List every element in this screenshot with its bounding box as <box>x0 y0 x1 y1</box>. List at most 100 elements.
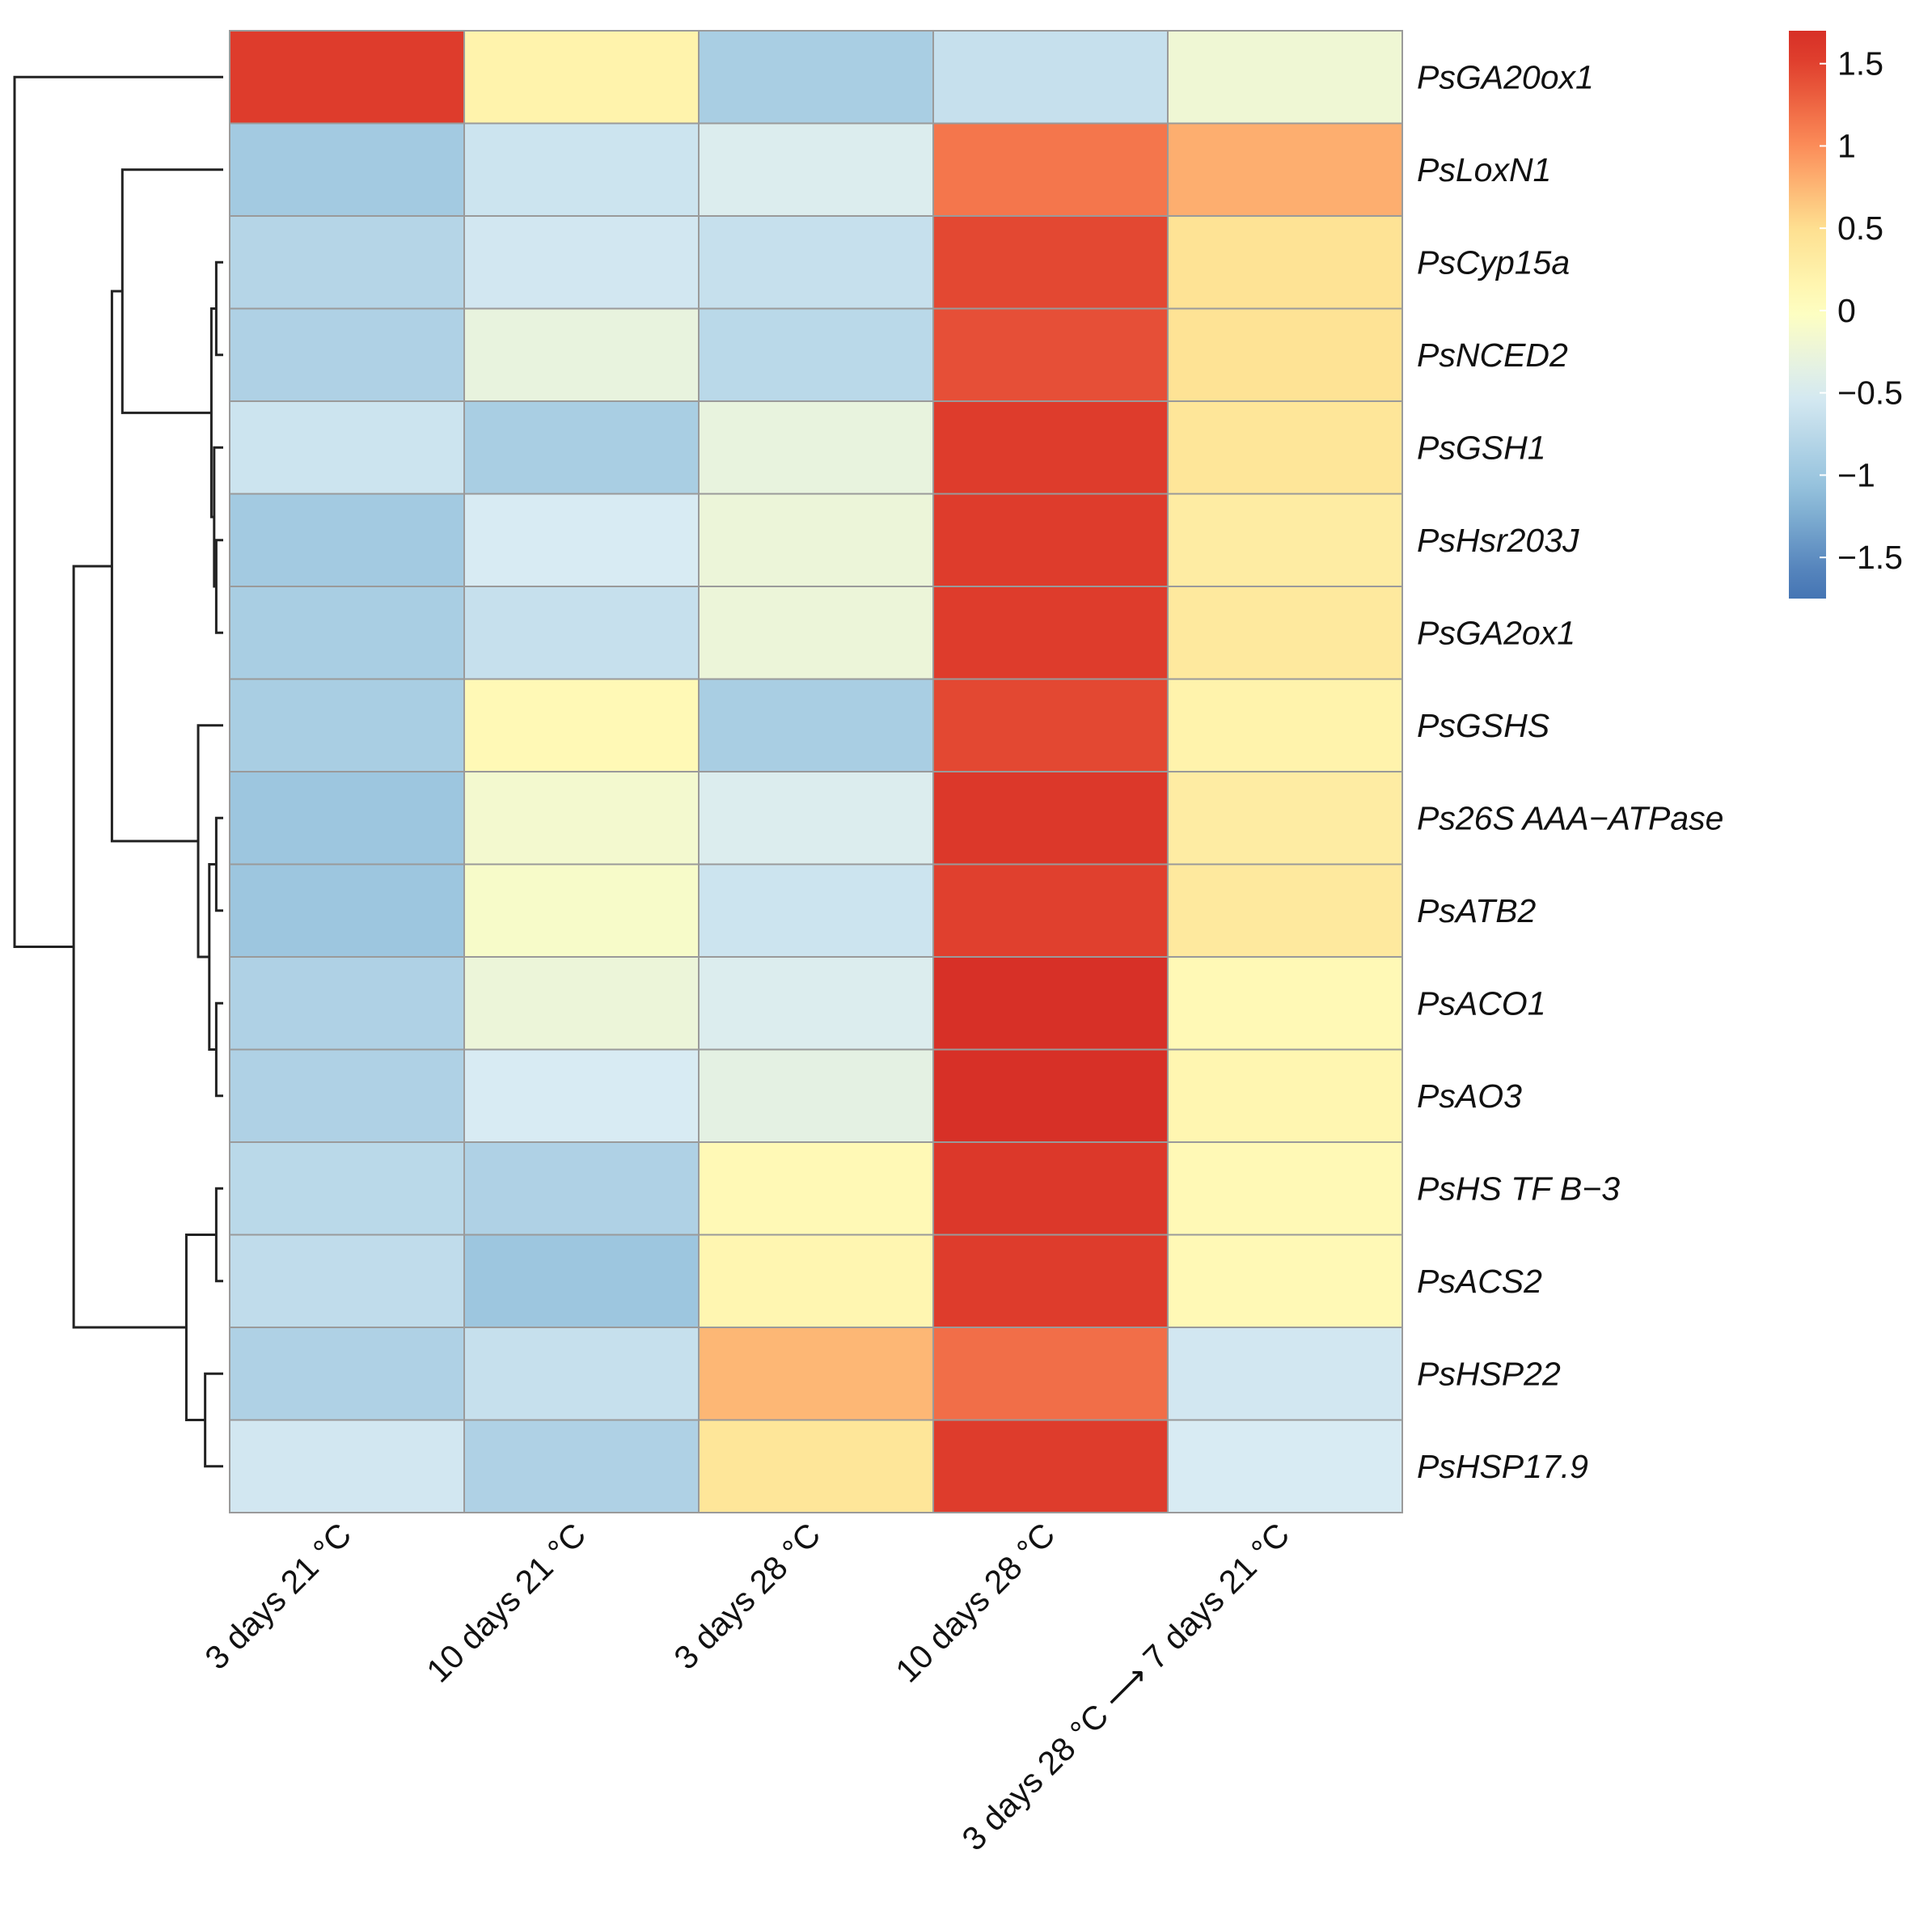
row-label: PsACO1 <box>1417 984 1546 1022</box>
heatmap-cell <box>932 122 1169 217</box>
row-label: PsLoxN1 <box>1417 151 1551 188</box>
row-labels: PsGA20ox1 PsLoxN1 PsCyp15a PsNCED2 PsGSH1 PsH… <box>1417 58 1723 1485</box>
heatmap-cell <box>932 771 1169 866</box>
heatmap-cell <box>1167 678 1403 772</box>
heatmap-cell <box>463 122 700 217</box>
legend-tick-label: 1.5 <box>1837 45 1883 83</box>
heatmap-cell <box>932 1327 1169 1421</box>
heatmap-cell <box>229 678 465 772</box>
dendrogram-branch <box>214 1001 223 1098</box>
heatmap-cell <box>1167 30 1403 125</box>
row-label: PsACS2 <box>1417 1263 1542 1300</box>
heatmap-cell <box>229 1327 465 1421</box>
column-labels: 3 days 21 °C 10 days 21 °C 3 days 28 °C 10 … <box>198 1516 1297 1858</box>
row-label: PsHS TF B−3 <box>1417 1170 1620 1207</box>
heatmap-cell <box>932 956 1169 1051</box>
row-label: PsHSP17.9 <box>1417 1448 1588 1485</box>
heatmap-cell <box>463 493 700 587</box>
heatmap-cell <box>932 1419 1169 1513</box>
heatmap-cell <box>1167 956 1403 1051</box>
heatmap-cell <box>932 1141 1169 1236</box>
row-label: PsGA20ox1 <box>1417 58 1594 95</box>
row-label: PsGA2ox1 <box>1417 614 1575 651</box>
heatmap-cell <box>463 1234 700 1328</box>
heatmap-cell <box>1167 400 1403 495</box>
heatmap-cell <box>932 678 1169 772</box>
heatmap-cell <box>463 307 700 402</box>
heatmap-cell <box>1167 493 1403 587</box>
heatmap-cell <box>229 1141 465 1236</box>
heatmap-cell <box>463 1141 700 1236</box>
dendrogram-branch <box>13 75 223 948</box>
heatmap-cell <box>229 1419 465 1513</box>
legend-tick-label: −0.5 <box>1837 375 1903 412</box>
dendrogram-branch <box>197 724 223 959</box>
heatmap-cell <box>463 1327 700 1421</box>
heatmap-cell <box>463 1048 700 1143</box>
heatmap-cell <box>932 1234 1169 1328</box>
heatmap-cell <box>463 30 700 125</box>
heatmap-cell <box>698 1048 934 1143</box>
heatmap-cell <box>698 122 934 217</box>
heatmap-cell <box>932 400 1169 495</box>
heatmap-cell <box>698 1234 934 1328</box>
heatmap-cell <box>463 400 700 495</box>
heatmap-cell <box>463 863 700 958</box>
legend-tick-label: 0.5 <box>1837 209 1883 247</box>
column-label: 3 days 28 °C <box>667 1516 828 1677</box>
heatmap-cell <box>229 1234 465 1328</box>
heatmap-cell <box>229 586 465 680</box>
dendrogram-branch <box>204 1372 223 1468</box>
column-label: 10 days 21 °C <box>419 1516 593 1690</box>
heatmap-cell <box>463 1419 700 1513</box>
row-label: PsCyp15a <box>1417 243 1570 281</box>
row-label: PsGSH1 <box>1417 429 1546 466</box>
row-label: PsAO3 <box>1417 1077 1522 1115</box>
heatmap-cell <box>229 956 465 1051</box>
heatmap-cell <box>463 678 700 772</box>
legend-tick-label: −1.5 <box>1837 539 1903 576</box>
legend-color-bar <box>1789 31 1826 599</box>
heatmap-cell <box>1167 1327 1403 1421</box>
heatmap-cell <box>1167 215 1403 310</box>
heatmap-cell <box>932 1048 1169 1143</box>
dendrogram-branch <box>214 1187 223 1283</box>
dendrogram-branch <box>214 260 223 357</box>
column-label: 10 days 28 °C <box>888 1516 1062 1690</box>
heatmap-cell <box>463 215 700 310</box>
column-label: 3 days 21 °C <box>198 1516 359 1677</box>
dendrogram-branch <box>110 290 199 843</box>
heatmap-cell <box>932 30 1169 125</box>
row-label: PsNCED2 <box>1417 336 1568 374</box>
color-legend: 1.5 1 0.5 0 −0.5 −1 −1.5 <box>1789 31 1903 599</box>
legend-tick-label: 0 <box>1837 292 1856 329</box>
heatmap-cell <box>229 863 465 958</box>
dendrogram-branch <box>214 816 223 912</box>
row-dendrogram <box>13 75 223 1468</box>
heatmap-cell <box>932 863 1169 958</box>
dendrogram-branch <box>72 565 187 1329</box>
heatmap-cell <box>229 122 465 217</box>
legend-tick-label: 1 <box>1837 127 1856 164</box>
heatmap-cell <box>698 678 934 772</box>
heatmap-cell <box>1167 1048 1403 1143</box>
row-label: PsHSP22 <box>1417 1355 1561 1392</box>
heatmap-cell <box>698 586 934 680</box>
heatmap-cell <box>229 771 465 866</box>
heatmap-cell <box>698 1419 934 1513</box>
heatmap-cell <box>1167 307 1403 402</box>
legend-tick-label: −1 <box>1837 456 1875 493</box>
heatmap-cell <box>698 493 934 587</box>
heatmap-cell <box>229 400 465 495</box>
dendrogram-branch <box>120 168 223 414</box>
heatmap-cell <box>463 956 700 1051</box>
row-label: Ps26S AAA−ATPase <box>1417 799 1723 836</box>
row-label: PsGSHS <box>1417 707 1549 744</box>
heatmap-cell <box>698 956 934 1051</box>
heatmap-cell <box>1167 586 1403 680</box>
row-label: PsHsr203J <box>1417 522 1579 559</box>
heatmap-cell <box>1167 1141 1403 1236</box>
heatmap-cell <box>1167 122 1403 217</box>
heatmap-cell <box>698 1327 934 1421</box>
